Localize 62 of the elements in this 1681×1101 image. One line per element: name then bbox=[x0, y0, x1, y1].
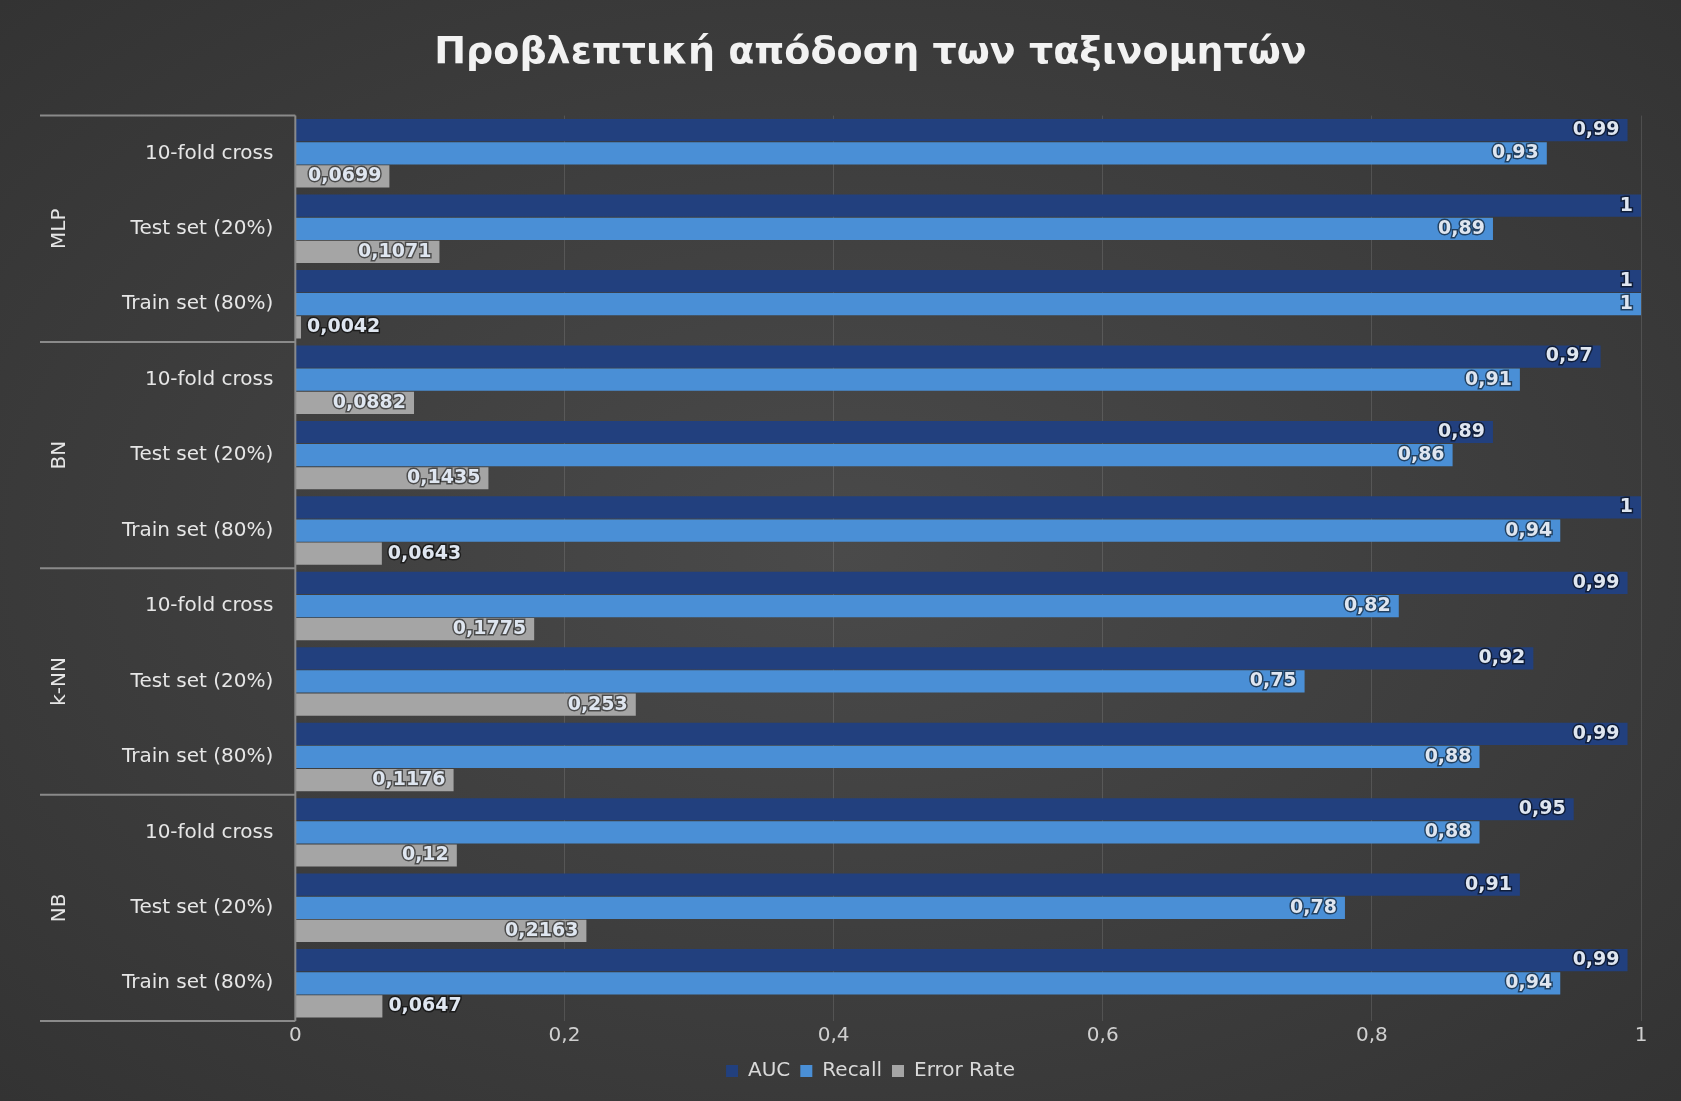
data-label: 0,92 bbox=[1478, 645, 1526, 668]
data-label: 0,88 bbox=[1424, 743, 1472, 766]
y-tick-label: Test set (20%) bbox=[129, 214, 274, 239]
legend-label: Error Rate bbox=[913, 1057, 1015, 1082]
data-label: 0,99 bbox=[1572, 947, 1620, 970]
data-label: 0,0643 bbox=[387, 540, 462, 563]
x-tick-label: 0 bbox=[288, 1022, 302, 1047]
legend-label: AUC bbox=[748, 1057, 791, 1082]
data-label: 0,86 bbox=[1397, 442, 1445, 465]
data-label: 0,82 bbox=[1343, 592, 1391, 615]
data-label: 1 bbox=[1619, 192, 1633, 215]
y-tick-label: Test set (20%) bbox=[129, 667, 274, 692]
data-label: 0,88 bbox=[1424, 819, 1472, 842]
text: MLP bbox=[46, 208, 71, 250]
data-label: 0,1176 bbox=[372, 767, 446, 789]
data-label: 1 bbox=[1619, 268, 1633, 291]
data-label: 0,0699 bbox=[308, 163, 382, 186]
data-label: 0,99 bbox=[1572, 569, 1620, 592]
data-label: 0,94 bbox=[1505, 970, 1553, 993]
y-tick-label: 10-fold cross bbox=[144, 365, 274, 390]
data-label: 0,1435 bbox=[407, 465, 481, 488]
y-tick-label: 10-fold cross bbox=[144, 592, 274, 617]
y-tick-label: 10-fold cross bbox=[144, 139, 274, 164]
y-tick-label: 10-fold cross bbox=[144, 818, 274, 843]
data-label: 0,95 bbox=[1518, 796, 1566, 819]
data-label: 0,89 bbox=[1438, 418, 1485, 441]
x-tick-label: 0,4 bbox=[817, 1022, 850, 1047]
chart-title: Προβλεπτική απόδοση των ταξινομητών bbox=[434, 27, 1307, 72]
data-label: 0,12 bbox=[401, 842, 449, 865]
data-label: 0,2163 bbox=[505, 917, 579, 940]
y-tick-label: Train set (80%) bbox=[121, 290, 274, 315]
data-label: 0,0882 bbox=[332, 389, 407, 412]
data-label: 0,91 bbox=[1465, 366, 1512, 389]
data-label: 0,1775 bbox=[452, 616, 527, 639]
text: NB bbox=[46, 893, 71, 923]
y-tick-label: Train set (80%) bbox=[121, 969, 274, 994]
text: BN bbox=[46, 440, 71, 470]
x-tick-label: 1 bbox=[1634, 1022, 1648, 1047]
data-label: 0,78 bbox=[1290, 894, 1337, 917]
data-label: 0,0042 bbox=[306, 314, 381, 337]
legend-label: Recall bbox=[822, 1057, 882, 1082]
data-label: 1 bbox=[1619, 494, 1633, 517]
x-tick-label: 0,6 bbox=[1086, 1022, 1119, 1047]
data-label: 1 bbox=[1619, 291, 1633, 314]
x-tick-label: 0,8 bbox=[1355, 1022, 1388, 1047]
data-label: 0,89 bbox=[1438, 215, 1485, 238]
y-tick-label: Test set (20%) bbox=[129, 894, 274, 919]
y-tick-label: Test set (20%) bbox=[129, 441, 274, 466]
data-label: 0,75 bbox=[1249, 668, 1297, 691]
x-tick-label: 0,2 bbox=[548, 1022, 581, 1047]
data-label: 0,97 bbox=[1545, 343, 1593, 366]
y-tick-label: Train set (80%) bbox=[121, 743, 274, 768]
text: k-NN bbox=[46, 657, 71, 706]
data-label: 0,99 bbox=[1572, 117, 1620, 140]
data-label: 0,91 bbox=[1465, 871, 1512, 894]
data-label: 0,0647 bbox=[388, 993, 462, 1016]
y-tick-label: Train set (80%) bbox=[121, 516, 274, 541]
data-label: 0,253 bbox=[567, 691, 628, 714]
data-label: 0,1071 bbox=[358, 238, 432, 261]
data-label: 0,93 bbox=[1491, 140, 1539, 163]
data-label: 0,99 bbox=[1572, 720, 1620, 743]
data-label: 0,94 bbox=[1505, 517, 1553, 540]
